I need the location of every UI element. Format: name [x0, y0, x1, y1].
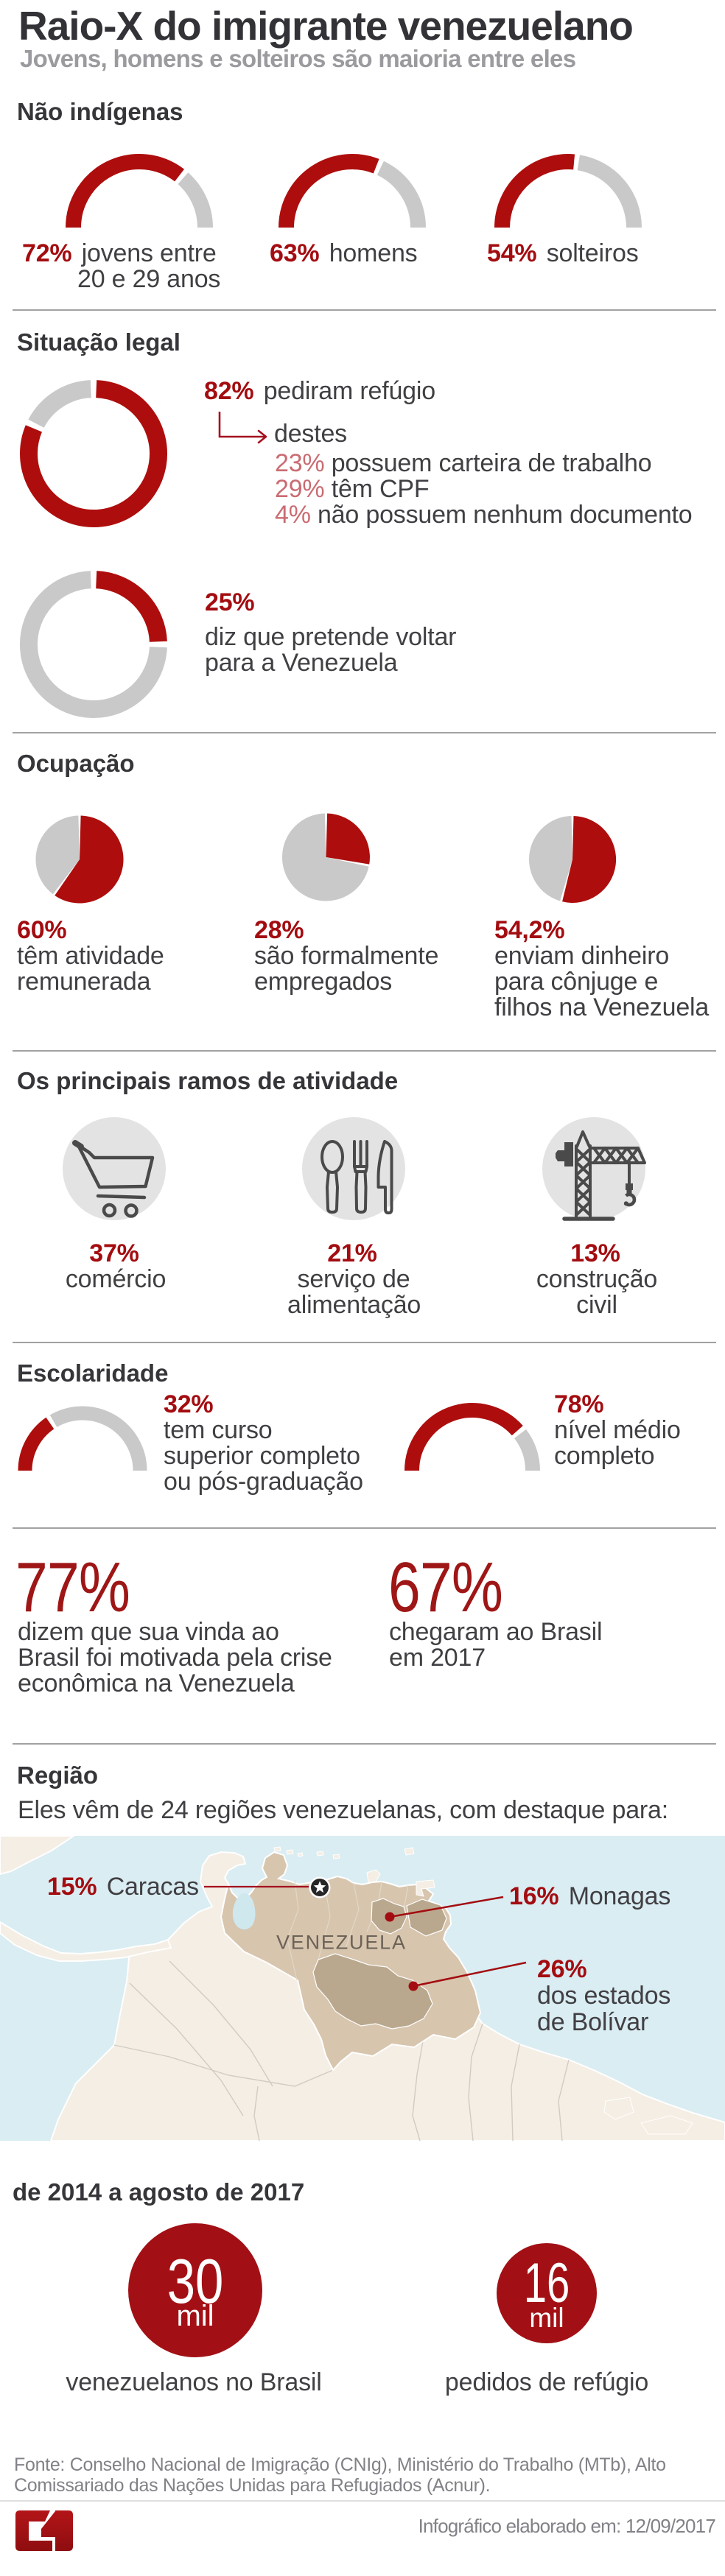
svg-text:VENEZUELA: VENEZUELA — [276, 1932, 407, 1954]
